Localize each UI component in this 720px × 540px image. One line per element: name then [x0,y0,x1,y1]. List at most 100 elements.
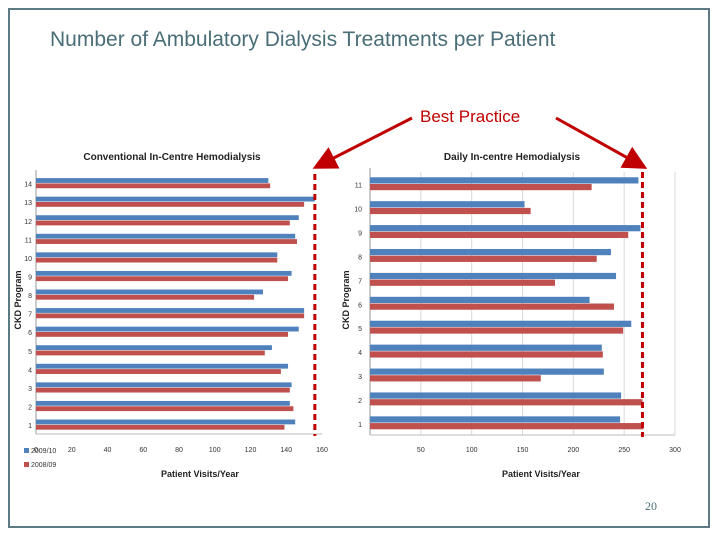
bar-0-2009-9 [36,270,292,276]
x-axis-label-0: Patient Visits/Year [161,469,239,479]
category-tick-0-13: 13 [24,200,32,207]
legend-swatch-2009 [24,448,29,453]
category-tick-0-14: 14 [24,182,32,189]
bar-0-2008-1 [36,424,285,430]
category-tick-0-12: 12 [24,219,32,226]
callout-arrow-left [312,116,413,169]
bar-1-2009-4 [370,344,602,351]
bar-0-2009-11 [36,233,296,239]
x-tick-1-1: 100 [466,447,478,454]
best-practice-callout: Best Practice [420,107,521,126]
category-tick-0-4: 4 [28,367,32,374]
category-tick-1-5: 5 [358,326,362,333]
category-tick-1-9: 9 [358,231,362,238]
bar-0-2008-7 [36,313,305,319]
bar-1-2008-1 [370,423,644,430]
bar-0-2009-14 [36,178,269,183]
chart-title-1: Daily In-centre Hemodialysis [444,152,581,163]
category-tick-0-1: 1 [28,423,32,430]
category-tick-1-3: 3 [358,374,362,381]
bar-1-2009-10 [370,201,525,208]
bar-1-2008-2 [370,399,643,406]
bar-0-2009-6 [36,326,299,332]
bar-0-2009-10 [36,252,278,258]
bar-0-2009-5 [36,345,272,351]
bar-1-2009-11 [370,177,639,184]
category-tick-0-7: 7 [28,312,32,319]
bar-1-2008-7 [370,279,556,286]
category-tick-1-6: 6 [358,302,362,309]
bar-0-2008-2 [36,406,294,412]
bar-0-2009-7 [36,308,305,313]
bar-1-2008-8 [370,255,597,262]
category-tick-1-4: 4 [358,350,362,357]
bar-1-2008-4 [370,351,603,358]
bar-1-2009-6 [370,296,590,304]
bar-1-2009-3 [370,368,604,375]
x-tick-0-0: 0 [34,447,38,454]
bar-1-2009-8 [370,248,611,256]
x-tick-0-1: 20 [68,447,76,454]
bar-0-2008-6 [36,331,289,337]
category-tick-0-5: 5 [28,349,32,356]
y-axis-label-0: CKD Program [13,270,23,329]
category-tick-1-2: 2 [358,398,362,405]
legend-label-2008: 2008/09 [31,462,56,469]
bar-0-2008-12 [36,220,290,226]
page-number: 20 [645,499,657,513]
category-tick-1-7: 7 [358,278,362,285]
bar-0-2008-8 [36,294,255,300]
bar-1-2009-2 [370,392,622,399]
bar-1-2009-1 [370,416,621,423]
x-tick-0-5: 100 [209,447,221,454]
category-tick-0-8: 8 [28,293,32,300]
category-tick-1-8: 8 [358,254,362,261]
x-tick-1-2: 150 [517,447,529,454]
bar-0-2008-9 [36,276,289,282]
bar-0-2008-5 [36,350,265,356]
x-tick-0-3: 60 [139,447,147,454]
bar-1-2009-5 [370,320,632,327]
x-tick-0-4: 80 [175,447,183,454]
bar-0-2009-1 [36,419,296,425]
category-tick-1-11: 11 [355,183,362,190]
y-axis-label-1: CKD Program [341,270,351,329]
bar-0-2009-3 [36,382,292,388]
category-tick-0-6: 6 [28,330,32,337]
x-tick-1-5: 300 [669,447,681,454]
bar-0-2008-3 [36,387,290,393]
category-tick-0-3: 3 [28,386,32,393]
bar-0-2008-14 [36,183,271,189]
x-tick-0-2: 40 [104,447,112,454]
bar-1-2008-11 [370,183,592,191]
x-tick-0-8: 160 [316,447,328,454]
category-tick-0-9: 9 [28,274,32,281]
bar-0-2009-8 [36,289,264,295]
bar-1-2009-7 [370,272,617,280]
bar-0-2008-4 [36,369,281,374]
bar-0-2008-10 [36,257,278,263]
category-tick-1-1: 1 [358,422,362,429]
x-tick-1-3: 200 [567,447,579,454]
bar-0-2009-4 [36,363,289,369]
bar-0-2008-11 [36,239,297,244]
bar-0-2008-13 [36,201,305,207]
x-tick-0-6: 120 [245,447,257,454]
bar-1-2009-9 [370,225,641,232]
x-tick-0-7: 140 [280,447,292,454]
bar-1-2008-6 [370,303,614,310]
x-tick-1-0: 50 [417,447,425,454]
x-tick-1-4: 250 [618,447,630,454]
bar-0-2009-13 [36,196,315,202]
slide-title: Number of Ambulatory Dialysis Treatments… [50,28,556,51]
callout-arrow-right [555,116,648,169]
legend-swatch-2008 [24,462,29,467]
category-tick-0-2: 2 [28,404,32,411]
x-axis-label-1: Patient Visits/Year [502,469,580,479]
bar-0-2009-12 [36,215,299,221]
bar-1-2008-5 [370,327,624,334]
category-tick-0-10: 10 [24,256,32,263]
legend-label-2009: 2009/10 [31,448,56,455]
bar-1-2008-10 [370,207,531,215]
